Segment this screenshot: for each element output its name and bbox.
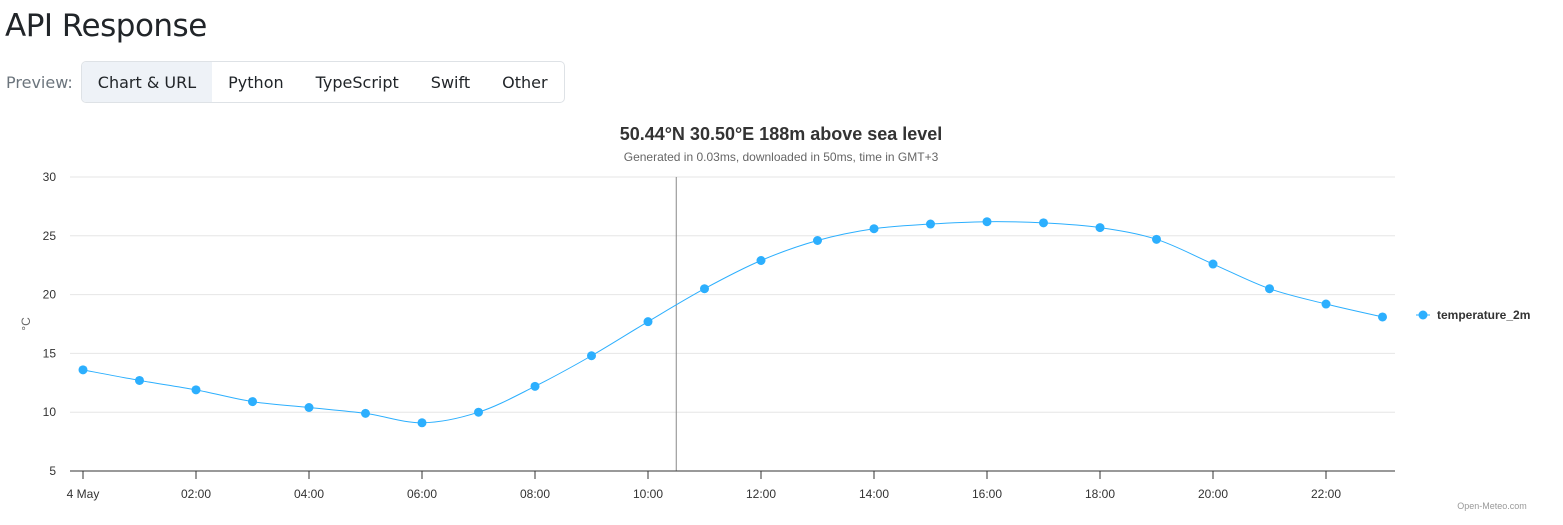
- data-point: [1378, 312, 1387, 322]
- tab-python[interactable]: Python: [228, 72, 284, 92]
- x-tick-label: 06:00: [407, 487, 437, 501]
- data-point: [813, 236, 822, 246]
- data-point: [587, 351, 596, 361]
- preview-label: Preview:: [6, 72, 73, 92]
- grid-layer: [70, 176, 1395, 471]
- tab-other[interactable]: Other: [502, 72, 548, 92]
- data-point: [1321, 299, 1331, 309]
- x-tick-label: 08:00: [520, 487, 550, 501]
- data-point: [756, 255, 766, 265]
- axis-layer: 5 10 15 20 25 30 4 May 02:00 04:00 06:00 08:00 10:0…: [43, 170, 1395, 501]
- x-tick-label: 16:00: [972, 487, 1002, 501]
- credits-link[interactable]: Open-Meteo.com: [1457, 501, 1527, 511]
- data-point: [926, 219, 935, 229]
- legend-symbol: [1418, 310, 1428, 320]
- y-tick-label: 15: [43, 346, 57, 360]
- x-tick-label: 14:00: [859, 487, 889, 501]
- legend[interactable]: temperature_2m: [1416, 308, 1530, 322]
- data-point: [78, 365, 88, 375]
- data-point: [982, 217, 992, 227]
- x-tick-label: 02:00: [181, 487, 211, 501]
- data-point: [417, 418, 427, 428]
- chart-title: 50.44°N 30.50°E 188m above sea level: [620, 124, 943, 144]
- y-tick-label: 30: [43, 170, 57, 184]
- data-point: [1152, 234, 1161, 244]
- data-point: [248, 397, 257, 407]
- preview-bar: Preview: Chart & URL Python TypeScript S…: [6, 61, 565, 103]
- series-layer: [78, 217, 1387, 428]
- chart-subtitle: Generated in 0.03ms, downloaded in 50ms,…: [624, 150, 939, 164]
- x-tick-label: 22:00: [1311, 487, 1341, 501]
- y-tick-label: 10: [43, 405, 57, 419]
- data-point: [643, 317, 653, 327]
- x-tick-label: 18:00: [1085, 487, 1115, 501]
- series-line-temperature-2m: [82, 221, 1383, 424]
- chart-svg: 50.44°N 30.50°E 188m above sea level Gen…: [19, 124, 1530, 511]
- tab-chart-url[interactable]: Chart & URL: [81, 62, 213, 102]
- data-point: [1095, 223, 1105, 233]
- y-axis-label: °C: [19, 317, 33, 331]
- tab-swift[interactable]: Swift: [430, 72, 471, 92]
- data-point: [869, 224, 879, 234]
- y-tick-label: 5: [49, 464, 56, 478]
- data-point: [191, 385, 201, 395]
- data-point: [1265, 284, 1274, 294]
- x-tick-label: 4 May: [67, 487, 100, 501]
- x-tick-label: 12:00: [746, 487, 776, 501]
- x-tick-label: 20:00: [1198, 487, 1228, 501]
- data-point: [530, 381, 540, 391]
- preview-tab-group: Chart & URL Python TypeScript Swift Othe…: [80, 61, 565, 103]
- data-point: [700, 284, 709, 294]
- tab-typescript[interactable]: TypeScript: [315, 72, 399, 92]
- x-tick-label: 10:00: [633, 487, 663, 501]
- data-point: [1208, 259, 1218, 269]
- x-tick-label: 04:00: [294, 487, 324, 501]
- data-point: [1039, 218, 1048, 228]
- page-title: API Response: [5, 8, 207, 44]
- y-tick-label: 20: [43, 288, 57, 302]
- chart-container: 50.44°N 30.50°E 188m above sea level Gen…: [0, 112, 1563, 520]
- y-tick-label: 25: [43, 229, 57, 243]
- data-point: [361, 408, 370, 418]
- data-point: [304, 402, 314, 412]
- data-point: [474, 407, 483, 417]
- legend-item-label: temperature_2m: [1437, 308, 1530, 322]
- data-point: [135, 375, 144, 385]
